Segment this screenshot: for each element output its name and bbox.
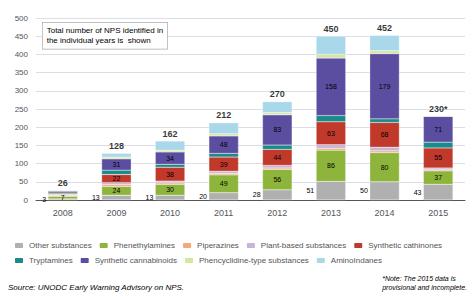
svg-text:44: 44: [273, 154, 281, 161]
svg-text:Tryptamines: Tryptamines: [29, 256, 73, 265]
svg-text:452: 452: [377, 23, 392, 33]
svg-text:2009: 2009: [106, 208, 126, 218]
svg-text:38: 38: [166, 171, 174, 178]
svg-text:179: 179: [379, 83, 391, 90]
svg-text:24: 24: [113, 187, 121, 194]
svg-text:400: 400: [15, 50, 29, 59]
svg-text:50: 50: [360, 187, 368, 194]
svg-text:28: 28: [253, 191, 261, 198]
svg-text:31: 31: [113, 161, 121, 168]
svg-text:49: 49: [220, 180, 228, 187]
svg-text:Plant-based substances: Plant-based substances: [261, 241, 346, 250]
svg-text:37: 37: [434, 174, 442, 181]
svg-text:200: 200: [15, 123, 29, 132]
svg-text:162: 162: [163, 129, 178, 139]
svg-text:500: 500: [15, 14, 29, 23]
svg-text:100: 100: [15, 159, 29, 168]
svg-text:150: 150: [15, 141, 29, 150]
svg-text:350: 350: [15, 68, 29, 77]
svg-text:80: 80: [381, 164, 389, 171]
svg-text:Source: UNODC Early Warning Ad: Source: UNODC Early Warning Advisory on …: [8, 283, 184, 292]
svg-text:0: 0: [24, 196, 29, 205]
svg-text:Total number of NPS identified: Total number of NPS identified in: [47, 26, 164, 35]
svg-text:250: 250: [15, 105, 29, 114]
svg-text:83: 83: [273, 126, 281, 133]
svg-text:13: 13: [146, 194, 154, 201]
svg-text:300: 300: [15, 86, 29, 95]
svg-text:Phenethylamines: Phenethylamines: [114, 241, 175, 250]
svg-text:7: 7: [61, 194, 65, 201]
svg-text:51: 51: [306, 187, 314, 194]
svg-text:63: 63: [327, 130, 335, 137]
svg-text:56: 56: [273, 176, 281, 183]
svg-text:20: 20: [199, 193, 207, 200]
svg-text:128: 128: [109, 141, 124, 151]
svg-text:Phencyclidine-type substances: Phencyclidine-type substances: [199, 256, 309, 265]
svg-text:provisional and incomplete.: provisional and incomplete.: [381, 284, 467, 292]
svg-text:2015: 2015: [428, 208, 448, 218]
svg-text:13: 13: [92, 194, 100, 201]
svg-text:Synthetic cathinones: Synthetic cathinones: [368, 241, 442, 250]
svg-text:3: 3: [42, 196, 46, 203]
svg-text:Other substances: Other substances: [29, 241, 92, 250]
svg-text:55: 55: [434, 154, 442, 161]
svg-text:2012: 2012: [267, 208, 287, 218]
svg-text:Synthetic cannabinoids: Synthetic cannabinoids: [95, 256, 177, 265]
svg-text:2014: 2014: [375, 208, 395, 218]
svg-text:the individual years is shown: the individual years is shown: [47, 36, 151, 45]
svg-text:230*: 230*: [429, 104, 448, 114]
svg-text:2010: 2010: [160, 208, 180, 218]
svg-text:34: 34: [166, 155, 174, 162]
svg-text:Piperazines: Piperazines: [197, 241, 239, 250]
svg-text:2013: 2013: [321, 208, 341, 218]
svg-text:450: 450: [323, 24, 338, 34]
svg-text:AminoIndanes: AminoIndanes: [331, 256, 382, 265]
svg-text:270: 270: [270, 89, 285, 99]
svg-text:71: 71: [434, 126, 442, 133]
svg-text:*Note: The 2015 data is: *Note: The 2015 data is: [382, 275, 456, 282]
svg-text:86: 86: [327, 162, 335, 169]
svg-text:212: 212: [216, 110, 231, 120]
svg-text:2008: 2008: [53, 208, 73, 218]
svg-text:2011: 2011: [214, 208, 233, 218]
svg-text:43: 43: [414, 189, 422, 196]
svg-text:39: 39: [220, 161, 228, 168]
svg-text:30: 30: [166, 186, 174, 193]
svg-text:50: 50: [19, 177, 28, 186]
svg-text:68: 68: [381, 131, 389, 138]
svg-text:26: 26: [58, 178, 68, 188]
svg-text:158: 158: [325, 83, 337, 90]
svg-text:22: 22: [113, 175, 121, 182]
svg-text:48: 48: [220, 141, 228, 148]
svg-text:450: 450: [15, 32, 29, 41]
